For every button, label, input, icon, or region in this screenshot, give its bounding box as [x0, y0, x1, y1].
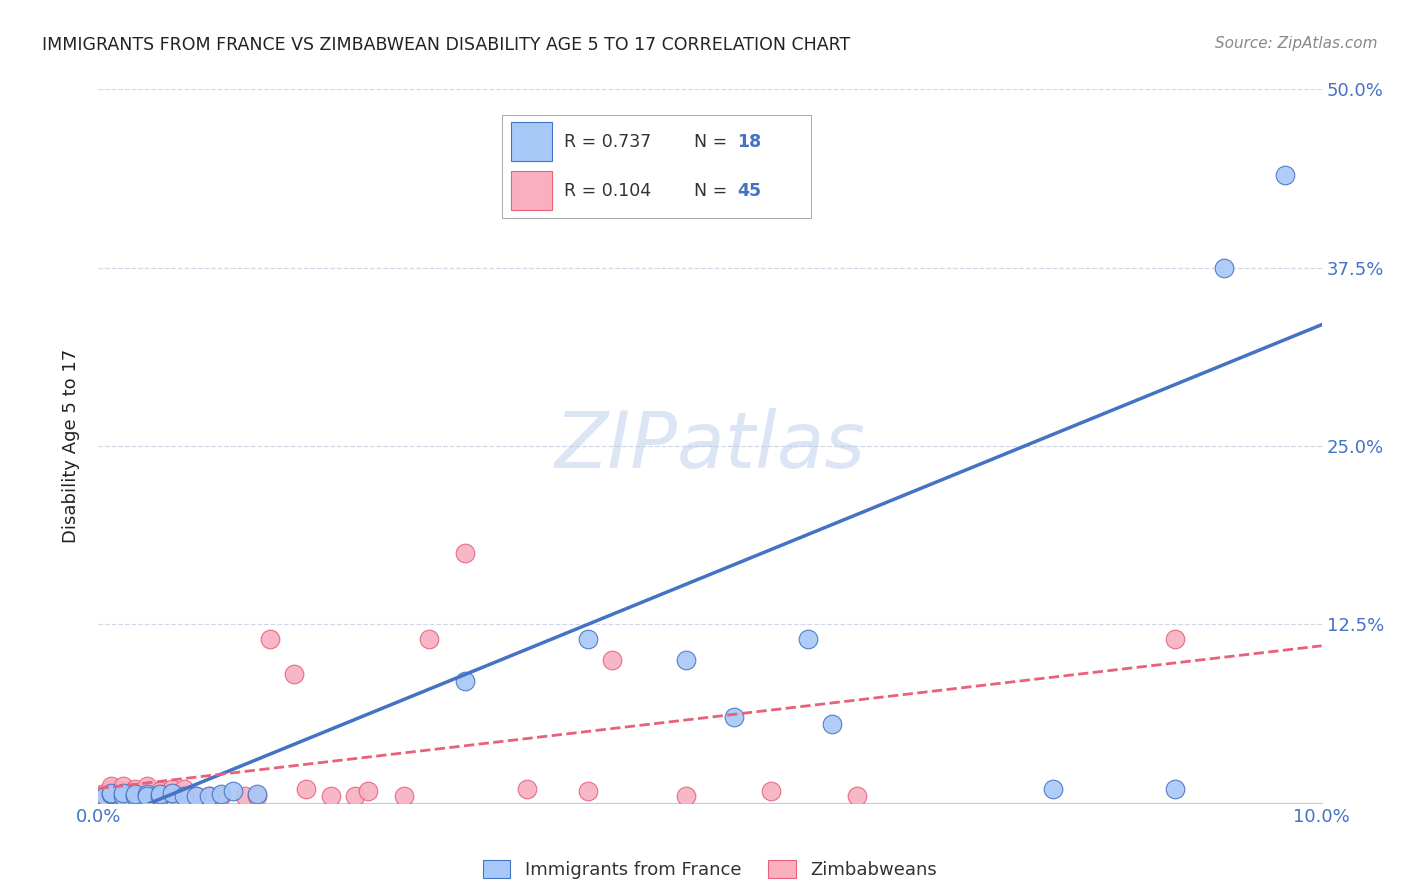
Point	[136, 784, 159, 798]
Point	[100, 781, 122, 796]
Point	[344, 789, 367, 803]
Text: 18: 18	[737, 133, 762, 151]
Point	[149, 786, 172, 800]
Legend: Immigrants from France, Zimbabweans: Immigrants from France, Zimbabweans	[477, 853, 943, 887]
Point	[111, 783, 134, 797]
Point	[723, 710, 745, 724]
Point	[100, 787, 122, 801]
Point	[100, 779, 122, 793]
Point	[356, 784, 378, 798]
Point	[100, 786, 122, 800]
Point	[392, 789, 416, 803]
Text: IMMIGRANTS FROM FRANCE VS ZIMBABWEAN DISABILITY AGE 5 TO 17 CORRELATION CHART: IMMIGRANTS FROM FRANCE VS ZIMBABWEAN DIS…	[42, 36, 851, 54]
Point	[160, 786, 183, 800]
Point	[173, 781, 195, 796]
Point	[283, 667, 305, 681]
Point	[233, 789, 256, 803]
Bar	[512, 171, 551, 211]
Point	[675, 653, 697, 667]
Point	[246, 789, 269, 803]
Point	[173, 789, 195, 803]
Text: N =: N =	[695, 133, 733, 151]
Point	[1042, 781, 1064, 796]
Point	[845, 789, 868, 803]
Point	[295, 781, 318, 796]
Point	[136, 789, 159, 803]
Point	[186, 789, 208, 803]
Point	[136, 779, 159, 793]
Text: 45: 45	[737, 182, 761, 200]
Point	[319, 789, 342, 803]
Text: R = 0.104: R = 0.104	[564, 182, 651, 200]
Point	[124, 789, 146, 803]
Point	[149, 789, 172, 803]
Point	[111, 779, 134, 793]
Point	[149, 787, 172, 801]
Point	[91, 787, 114, 801]
Point	[821, 717, 844, 731]
Point	[759, 784, 782, 798]
Point	[209, 787, 232, 801]
Point	[197, 789, 219, 803]
Point	[160, 781, 183, 796]
Point	[149, 784, 172, 798]
Point	[1164, 781, 1187, 796]
Y-axis label: Disability Age 5 to 17: Disability Age 5 to 17	[62, 349, 80, 543]
Point	[93, 789, 115, 803]
Point	[1212, 260, 1234, 275]
Point	[100, 789, 122, 803]
Point	[173, 789, 195, 803]
Point	[418, 632, 440, 646]
Point	[197, 789, 219, 803]
Point	[259, 632, 281, 646]
Point	[100, 786, 122, 800]
Text: ZIPatlas: ZIPatlas	[554, 408, 866, 484]
Point	[124, 786, 146, 800]
Point	[149, 789, 172, 803]
Point	[100, 784, 122, 798]
Point	[246, 787, 269, 801]
Point	[124, 789, 146, 803]
Point	[111, 786, 134, 800]
Point	[136, 789, 159, 803]
Text: R = 0.737: R = 0.737	[564, 133, 651, 151]
Point	[111, 786, 134, 800]
Point	[93, 789, 115, 803]
Point	[454, 546, 477, 560]
Point	[576, 632, 599, 646]
Point	[186, 789, 208, 803]
Point	[124, 787, 146, 801]
Point	[136, 787, 159, 801]
Text: Source: ZipAtlas.com: Source: ZipAtlas.com	[1215, 36, 1378, 51]
Point	[797, 632, 820, 646]
Point	[454, 674, 477, 689]
Point	[124, 781, 146, 796]
Bar	[512, 122, 551, 161]
Text: N =: N =	[695, 182, 733, 200]
Point	[1164, 632, 1187, 646]
Point	[600, 653, 623, 667]
Point	[675, 789, 697, 803]
Point	[576, 784, 599, 798]
Point	[516, 781, 538, 796]
Point	[160, 786, 183, 800]
Point	[1274, 168, 1296, 182]
Point	[111, 789, 134, 803]
Point	[222, 784, 245, 798]
Point	[209, 789, 232, 803]
Point	[111, 789, 134, 803]
